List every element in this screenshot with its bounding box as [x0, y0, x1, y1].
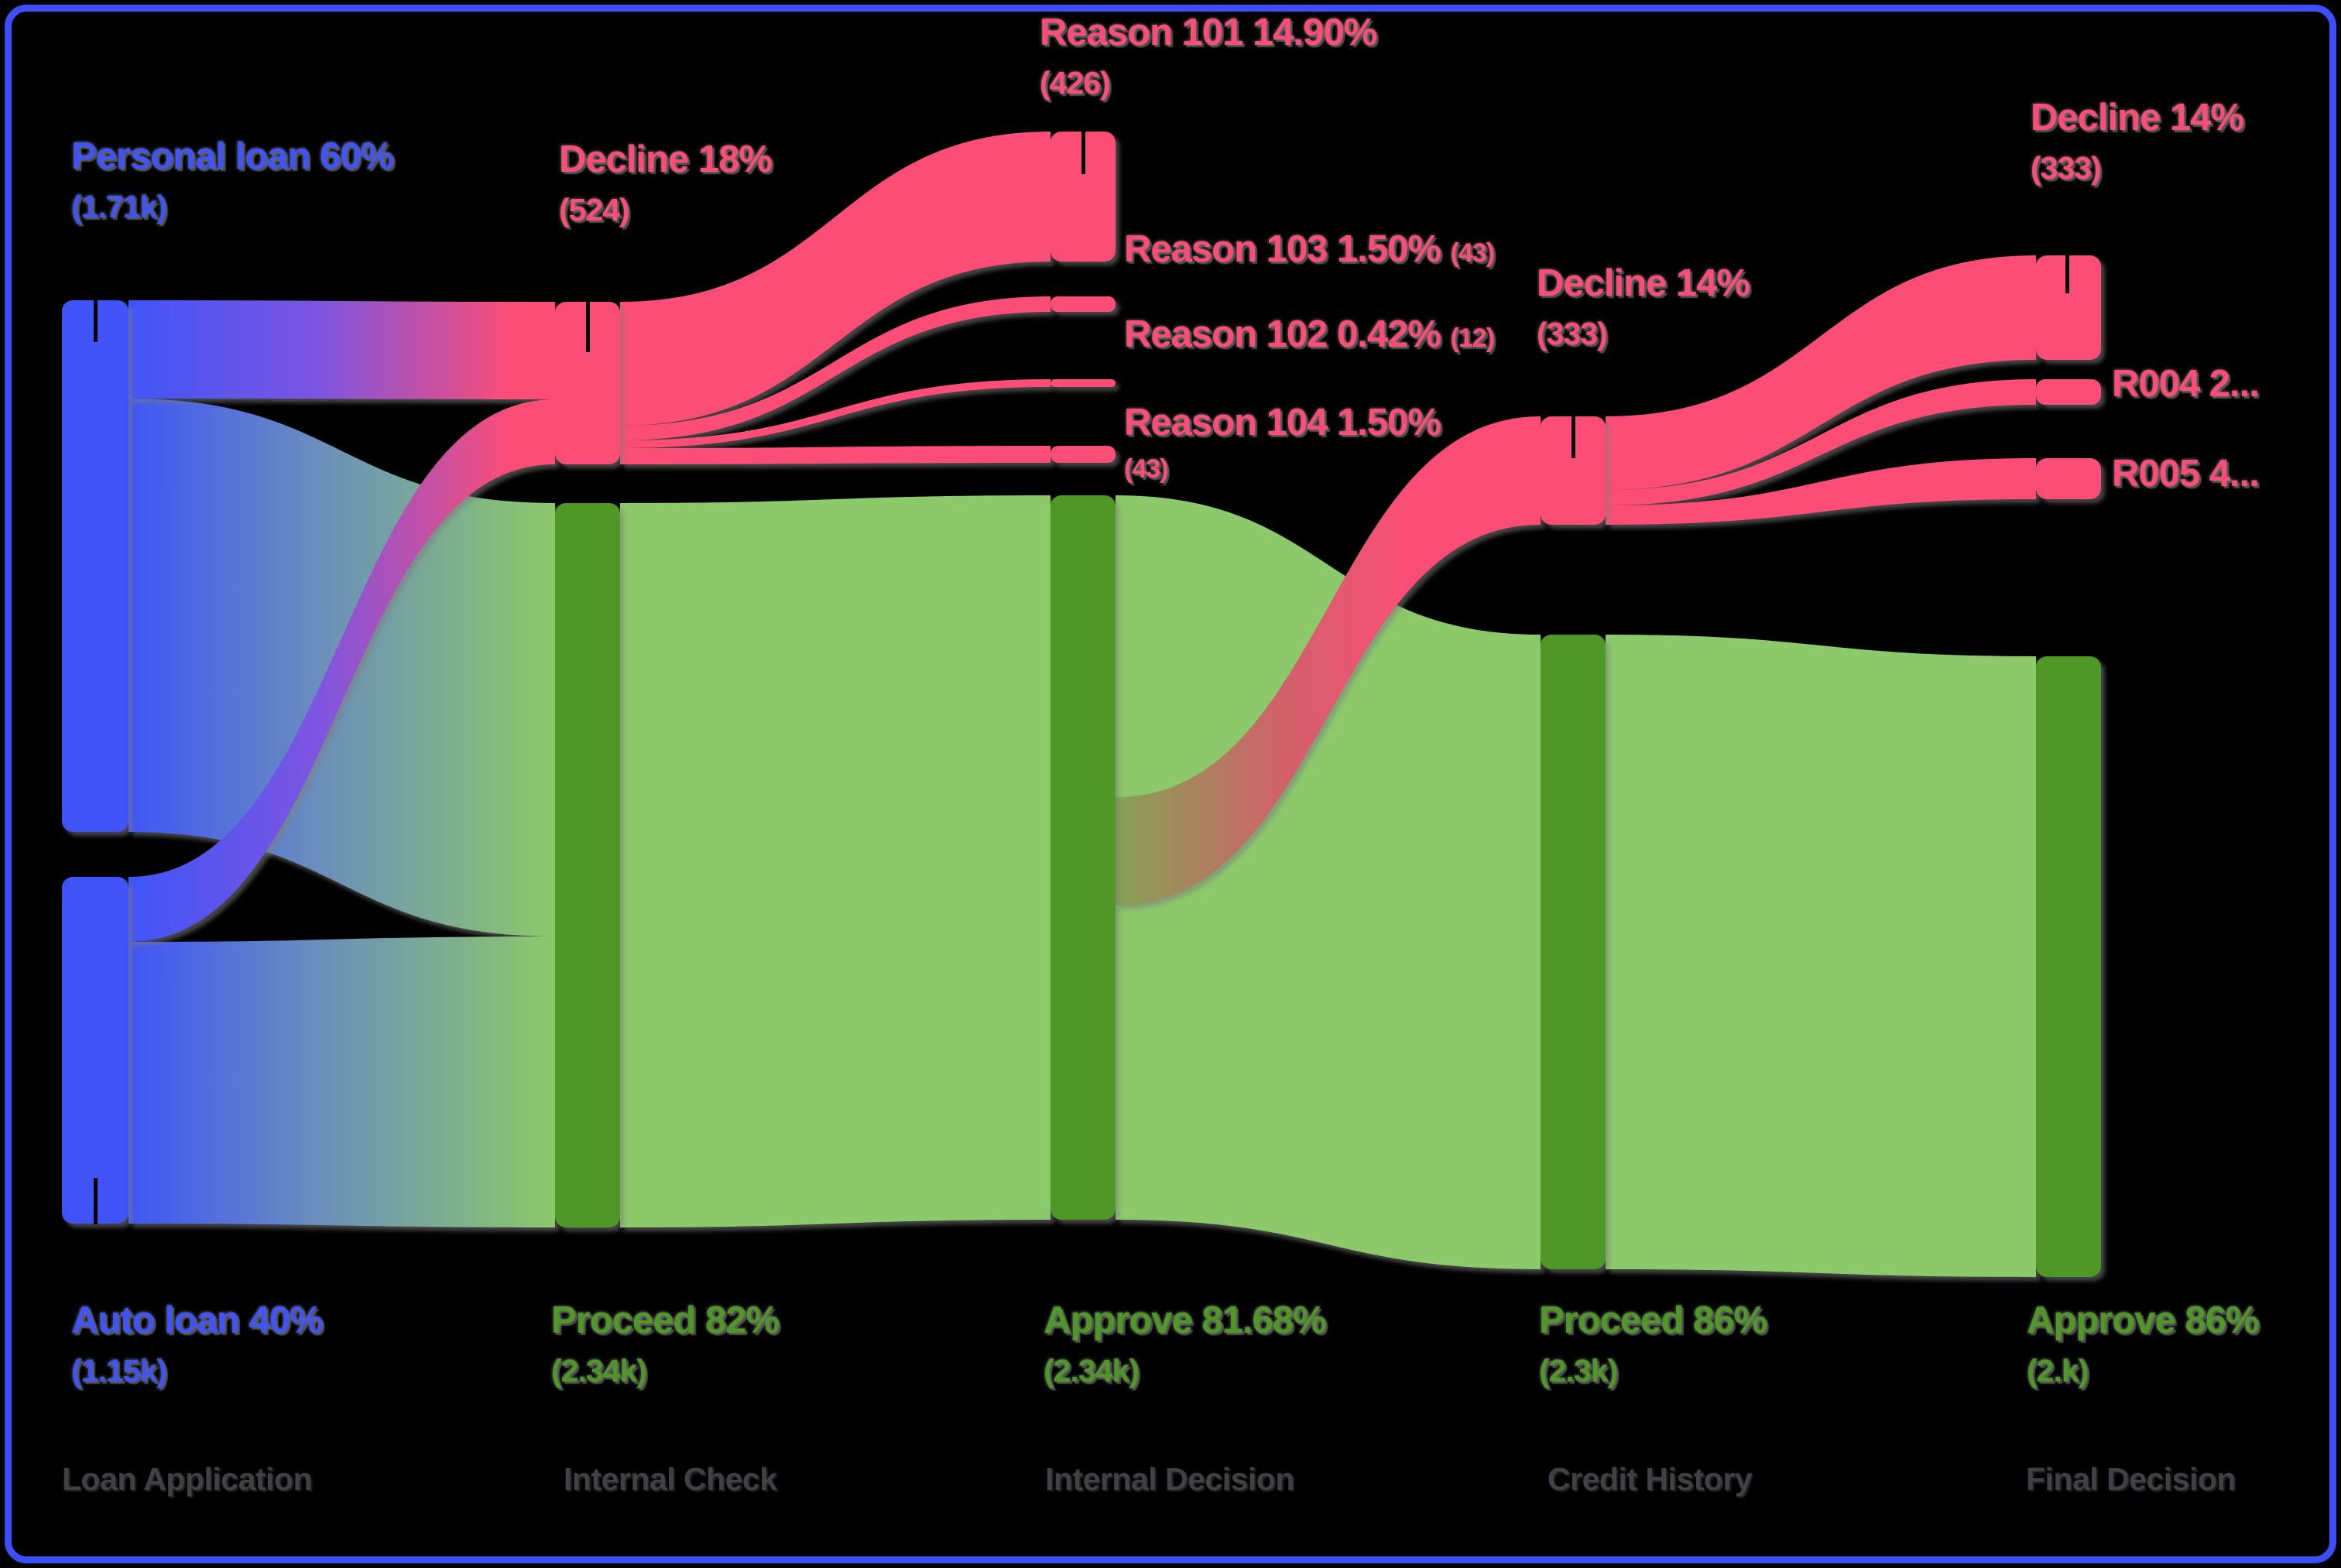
label-reason102: Reason 102 0.42% (12) — [1124, 313, 1495, 355]
label-r004: R004 2... — [2112, 363, 2260, 405]
label-decline18: Decline 18% (524) — [559, 139, 773, 228]
label-reason103: Reason 103 1.50% (43) — [1124, 228, 1495, 270]
node-reason104[interactable] — [1051, 446, 1116, 463]
link-decline-reason103[interactable] — [620, 296, 1051, 440]
node-reason103[interactable] — [1051, 296, 1116, 312]
label-r005: R005 4... — [2112, 453, 2260, 495]
node-r005[interactable] — [2036, 458, 2101, 499]
node-decline18[interactable] — [555, 302, 620, 464]
link-auto-proceed[interactable] — [129, 936, 555, 1227]
label-proceed86: Proceed 86% (2.3k) — [1539, 1299, 1767, 1388]
link-decline-reason104[interactable] — [620, 446, 1051, 464]
node-proceed82[interactable] — [555, 503, 620, 1227]
label-auto-loan: Auto loan 40% (1.15k) — [71, 1299, 324, 1388]
node-approve8168[interactable] — [1051, 495, 1116, 1220]
tick-mark — [1572, 412, 1575, 458]
node-auto-loan[interactable] — [62, 877, 129, 1224]
label-decline14-final: Decline 14% (333) — [2031, 97, 2244, 186]
link-proceed-approve[interactable] — [620, 495, 1051, 1227]
link-decline14-declinefinal[interactable] — [1606, 255, 2036, 490]
link-decline14-r004[interactable] — [1606, 379, 2036, 505]
stage-label-loan-application: Loan Application — [62, 1461, 313, 1497]
link-proceed86-approve86[interactable] — [1606, 635, 2036, 1277]
tick-mark — [586, 298, 590, 352]
label-approve8168: Approve 81.68% (2.34k) — [1044, 1299, 1327, 1388]
node-proceed86[interactable] — [1541, 635, 1606, 1269]
node-decline14-final[interactable] — [2036, 255, 2101, 360]
label-decline14-mid: Decline 14% (333) — [1537, 262, 1750, 351]
link-approve-proceed86[interactable] — [1116, 495, 1541, 1269]
label-reason101: Reason 101 14.90% (426) — [1040, 12, 1377, 101]
link-decline-reason102[interactable] — [620, 379, 1051, 448]
stage-label-internal-decision: Internal Decision — [1045, 1461, 1294, 1497]
label-personal-loan: Personal loan 60% (1.71k) — [71, 135, 394, 224]
label-proceed82: Proceed 82% (2.34k) — [551, 1299, 780, 1388]
node-reason101[interactable] — [1051, 132, 1116, 262]
node-reason102[interactable] — [1051, 379, 1116, 387]
tick-mark — [94, 1178, 98, 1224]
label-reason104: Reason 104 1.50% (43) — [1124, 402, 1441, 484]
link-personal-decline[interactable] — [129, 300, 555, 399]
tick-mark — [1081, 128, 1085, 174]
node-decline14-mid[interactable] — [1541, 416, 1606, 525]
tick-mark — [2065, 251, 2069, 293]
node-approve86[interactable] — [2036, 656, 2101, 1277]
link-decline14-r005[interactable] — [1606, 458, 2036, 525]
node-r004[interactable] — [2036, 379, 2101, 405]
node-personal-loan[interactable] — [62, 300, 129, 832]
tick-mark — [94, 296, 98, 342]
label-approve86: Approve 86% (2.k) — [2027, 1299, 2259, 1388]
stage-label-credit-history: Credit History — [1548, 1461, 1753, 1497]
link-decline-reason101[interactable] — [620, 132, 1051, 426]
stage-label-final-decision: Final Decision — [2026, 1461, 2236, 1497]
link-approve-decline14[interactable] — [1116, 416, 1541, 906]
stage-label-internal-check: Internal Check — [564, 1461, 777, 1497]
link-auto-decline[interactable] — [129, 399, 555, 942]
